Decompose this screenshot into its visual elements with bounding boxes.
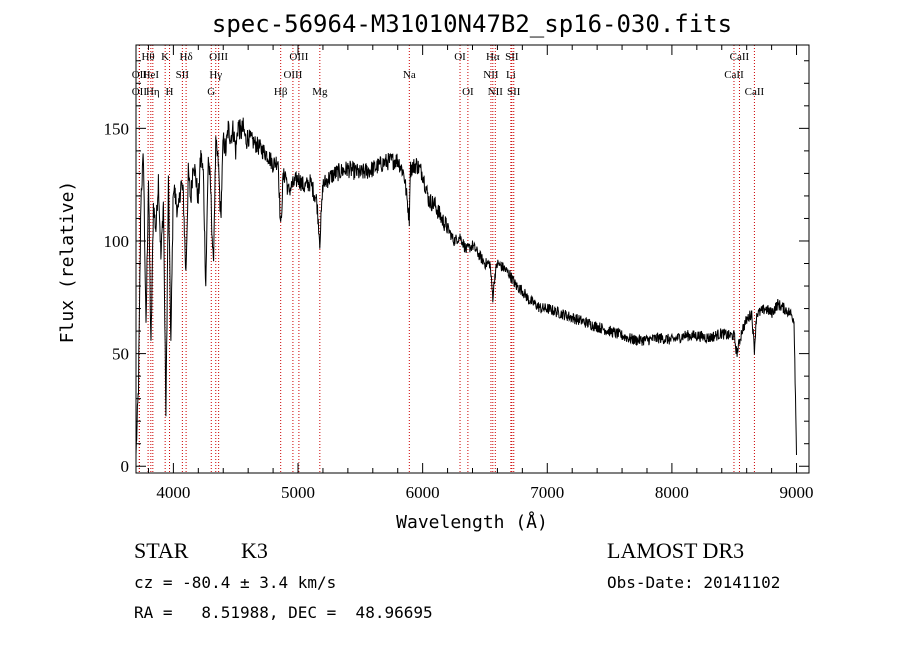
x-tick-label: 6000 [406,483,440,502]
line-label: OIII [209,51,228,63]
line-label: OI [454,51,466,63]
line-label: NII [483,69,499,81]
line-label: CaII [724,69,744,81]
line-label: Hη [146,86,160,98]
line-label: OIII [283,69,302,81]
x-axis-label: Wavelength (Å) [396,511,548,533]
line-label: Mg [312,86,328,98]
line-label: CaII [745,86,765,98]
line-label: Hδ [180,51,193,63]
survey-name: LAMOST DR3 [607,538,745,563]
line-label: OI [462,86,474,98]
chart-title: spec-56964-M31010N47B2_sp16-030.fits [212,10,732,38]
x-tick-label: 8000 [655,483,689,502]
line-annotations: OIIOIIHθHeIHηKHSIIHδGHγOIIIHβOIIIOIIIMgN… [132,51,765,98]
line-label: NII [488,86,504,98]
line-label: Hα [486,51,500,63]
spectrum-line [135,117,797,456]
line-label: HeI [143,69,160,81]
line-label: Hβ [274,86,288,98]
line-label: K [161,51,169,63]
line-label: SII [507,86,521,98]
x-tick-label: 5000 [281,483,315,502]
line-label: Na [403,69,416,81]
x-tick-label: 4000 [156,483,190,502]
y-axis: 0 50 100 150 [104,60,809,476]
plot-frame [135,44,810,474]
x-tick-label: 7000 [530,483,564,502]
line-markers [138,45,755,473]
object-subclass: K3 [241,538,268,563]
redshift-velocity: cz = -80.4 ± 3.4 km/s [134,573,337,592]
observation-date: Obs-Date: 20141102 [607,573,781,592]
object-class: STAR [134,538,189,563]
x-tick-label: 9000 [780,483,814,502]
y-tick-label: 100 [104,232,130,251]
coordinates: RA = 8.51988, DEC = 48.96695 [134,603,433,622]
line-label: OIII [289,51,308,63]
y-tick-label: 0 [121,457,130,476]
line-label: Hγ [209,69,222,81]
line-label: SII [176,69,190,81]
line-label: SII [505,51,519,63]
x-axis: 4000 5000 6000 7000 8000 9000 [147,45,814,502]
y-tick-label: 150 [104,119,130,138]
line-label: Li [506,69,516,81]
y-tick-label: 50 [112,345,129,364]
line-label: H [166,86,174,98]
y-axis-label: Flux (relative) [57,181,78,344]
line-label: CaII [730,51,750,63]
line-label: Hθ [141,51,154,63]
line-label: G [207,86,215,98]
